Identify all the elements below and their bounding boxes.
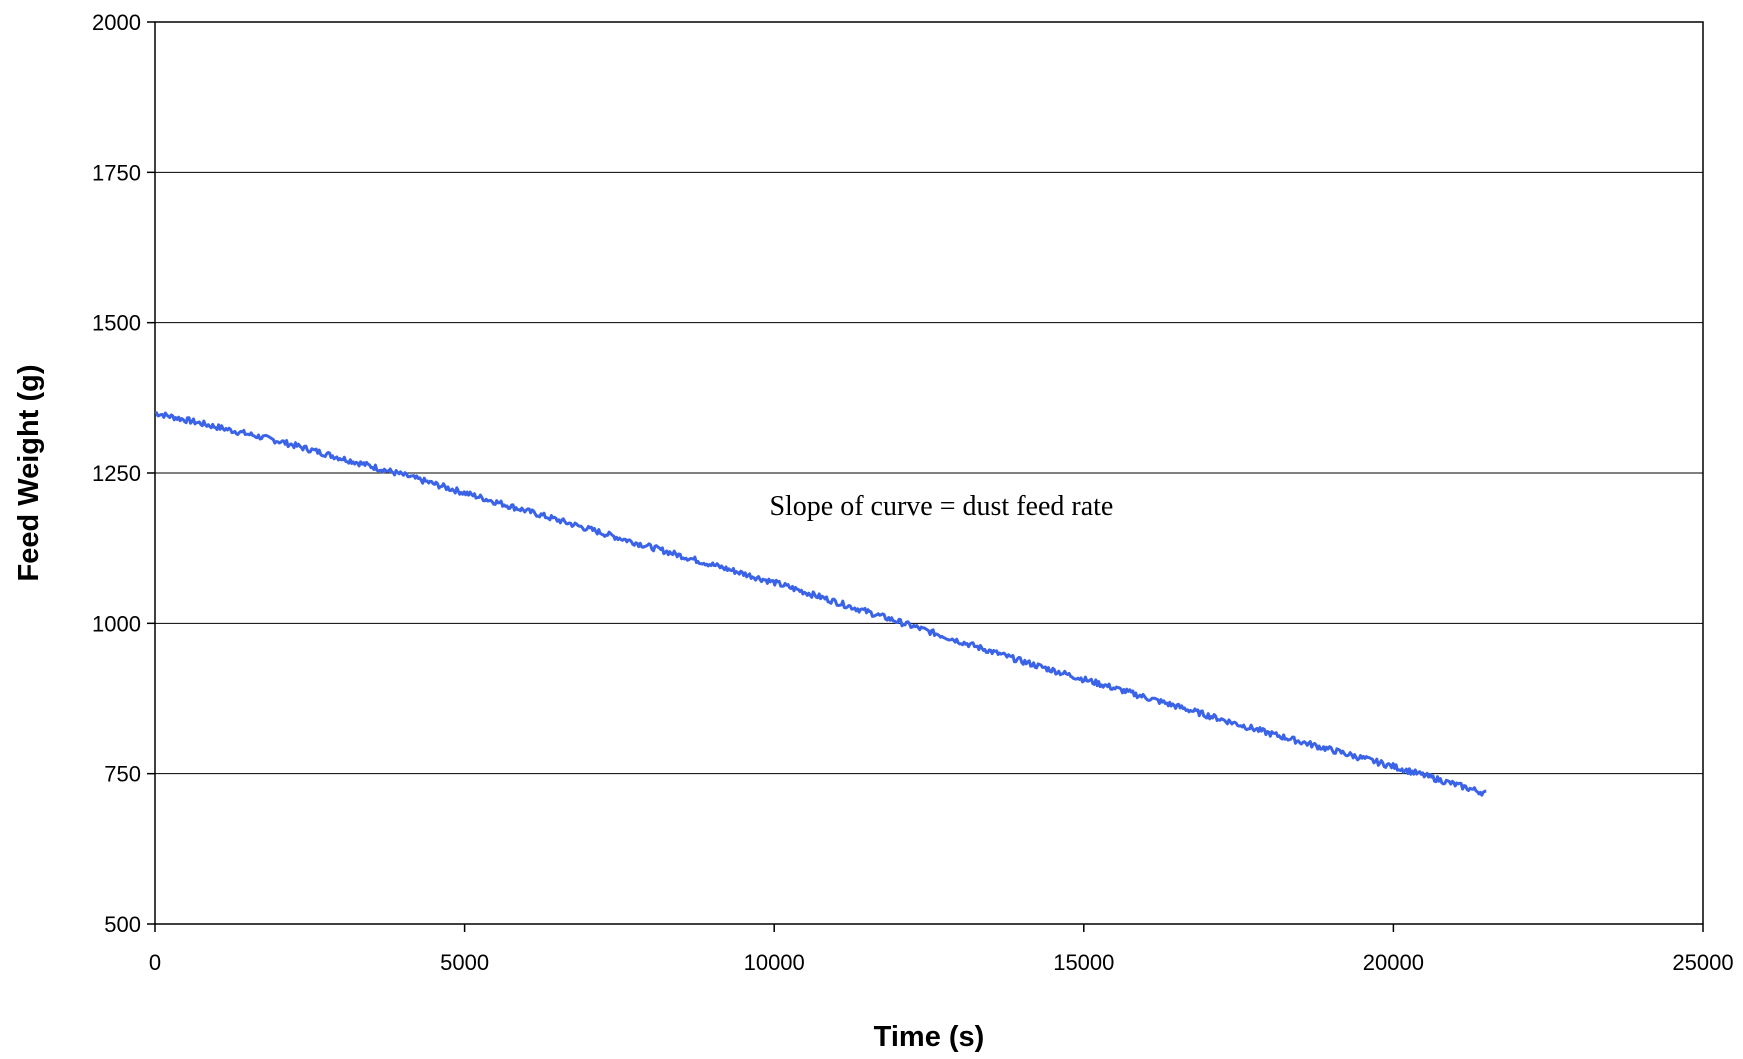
grid [155, 171, 1703, 775]
y-axis-title: Feed Weight (g) [13, 365, 45, 582]
x-tick-label: 5000 [440, 950, 489, 975]
x-tick-label: 0 [149, 950, 161, 975]
y-tick-label: 500 [104, 912, 141, 937]
x-axis-title: Time (s) [874, 1021, 985, 1053]
series-line-feed-weight [154, 411, 1487, 797]
y-axis: 500 750 1000 1250 1500 1750 2000 [92, 10, 155, 937]
y-tick-label: 1500 [92, 311, 141, 336]
x-tick-label: 10000 [744, 950, 805, 975]
x-tick-label: 15000 [1053, 950, 1114, 975]
y-tick-label: 1750 [92, 160, 141, 185]
y-tick-label: 1000 [92, 611, 141, 636]
y-tick-label: 750 [104, 762, 141, 787]
y-tick-label: 2000 [92, 10, 141, 35]
x-tick-label: 25000 [1672, 950, 1733, 975]
annotation-slope: Slope of curve = dust feed rate [769, 491, 1113, 522]
x-tick-label: 20000 [1363, 950, 1424, 975]
x-axis: 0 5000 10000 15000 20000 25000 [149, 924, 1734, 975]
y-tick-label: 1250 [92, 461, 141, 486]
